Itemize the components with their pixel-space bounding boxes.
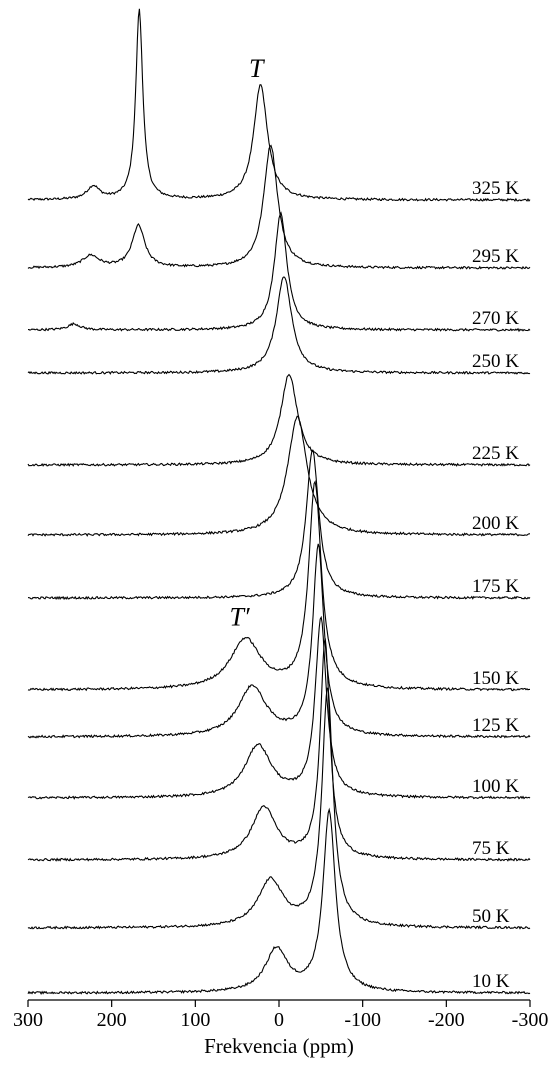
temperature-label: 50 K xyxy=(472,906,510,927)
x-tick-label: 0 xyxy=(274,1009,284,1031)
x-tick-label: -200 xyxy=(428,1009,465,1031)
temperature-label: 325 K xyxy=(472,178,519,199)
spectrum-line-270k xyxy=(28,211,531,333)
spectrum-line-200k xyxy=(27,415,530,537)
spectrum-line-250k xyxy=(27,276,531,375)
x-tick-label: 300 xyxy=(13,1009,43,1031)
spectrum-line-10k xyxy=(27,807,531,996)
spectrum-traces xyxy=(27,8,531,996)
peak-label: T′ xyxy=(229,603,249,632)
spectrum-line-295k xyxy=(27,144,531,270)
temperature-label: 250 K xyxy=(472,351,519,372)
peak-label: T xyxy=(249,54,265,83)
x-tick-label: -100 xyxy=(344,1009,381,1031)
x-axis-title: Frekvencia (ppm) xyxy=(204,1034,354,1058)
temperature-label: 270 K xyxy=(472,308,519,329)
x-tick-label: -300 xyxy=(512,1009,549,1031)
temperature-label: 200 K xyxy=(472,513,519,534)
temperature-label: 125 K xyxy=(472,715,519,736)
spectrum-line-75k xyxy=(27,638,531,862)
temperature-label: 75 K xyxy=(472,838,510,859)
x-tick-label: 200 xyxy=(97,1009,127,1031)
temperature-labels: 325 K 295 K 270 K 250 K 225 K 200 K 175 K 150 K… xyxy=(472,178,519,992)
temperature-label: 225 K xyxy=(472,443,519,464)
x-axis-ticks: 300 200 100 0 -100 -200 -300 xyxy=(13,1000,548,1031)
spectrum-line-325k xyxy=(27,8,531,202)
peak-annotations: T T′ xyxy=(229,54,265,631)
spectrum-line-100k xyxy=(27,615,531,800)
temperature-label: 150 K xyxy=(472,668,519,689)
x-axis: 300 200 100 0 -100 -200 -300 Frekvencia (ppm) xyxy=(13,999,548,1058)
spectrum-line-150k xyxy=(27,480,530,692)
spectrum-line-50k xyxy=(27,687,531,930)
temperature-label: 10 K xyxy=(472,971,510,992)
spectrum-line-175k xyxy=(27,449,531,601)
spectrum-line-225k xyxy=(27,373,531,467)
temperature-label: 100 K xyxy=(472,776,519,797)
x-tick-label: 100 xyxy=(180,1009,210,1031)
temperature-label: 175 K xyxy=(472,576,519,597)
temperature-label: 295 K xyxy=(472,246,519,267)
spectrum-line-125k xyxy=(27,543,531,739)
